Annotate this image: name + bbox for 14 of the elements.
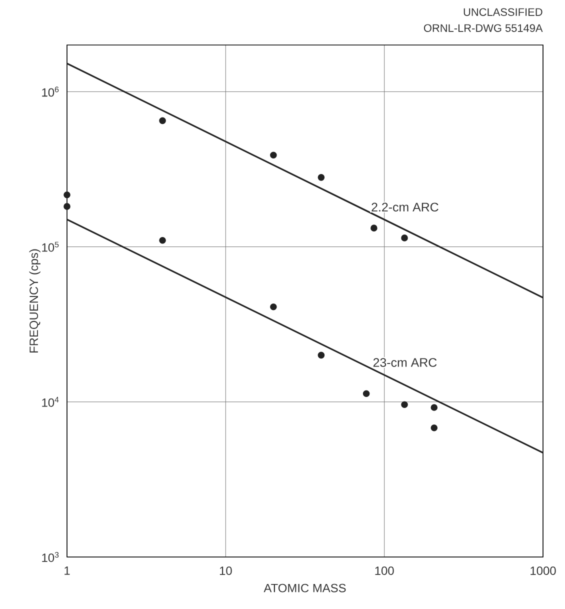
text: ORNL-LR-DWG 55149A [424, 24, 543, 32]
y-tick-label: 10$^{6}$ [42, 86, 59, 97]
y-tick-label: 10$^{3}$ [42, 552, 59, 562]
series-label: 2.2-cm ARC [372, 202, 438, 212]
y-tick-label: 10$^{4}$ [42, 396, 59, 407]
text: UNCLASSIFIED [464, 8, 542, 16]
series-label: 23-cm ARC [373, 358, 437, 367]
y-axis-title: FREQUENCY (cps) [29, 249, 40, 352]
x-tick-label: 100 [375, 566, 394, 575]
x-tick-label: 10 [220, 566, 232, 575]
x-tick-label: 1 [64, 566, 70, 575]
x-tick-label: 1000 [530, 566, 556, 575]
x-axis-title: ATOMIC MASS [264, 584, 346, 592]
y-tick-label: 10$^{5}$ [42, 242, 59, 252]
